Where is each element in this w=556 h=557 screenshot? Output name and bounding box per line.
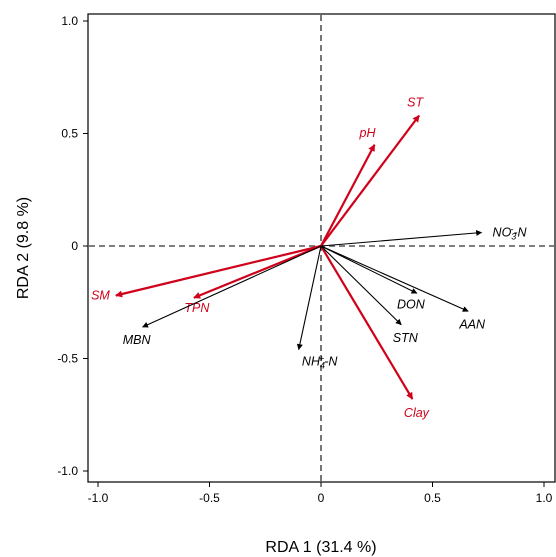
y-tick-label: 0 — [71, 239, 78, 253]
vector-arrow-st — [320, 114, 420, 247]
y-axis-title: RDA 2 (9.8 %) — [15, 197, 32, 299]
x-tick-label: -0.5 — [199, 491, 220, 505]
vector-label-st: ST — [407, 96, 424, 110]
vector-arrow-nh4-n — [296, 245, 322, 351]
vector-arrow-no3-n — [320, 229, 483, 247]
vector-label-stn: STN — [393, 331, 419, 345]
vector-arrow-don — [320, 245, 418, 294]
vector-arrow-clay — [320, 245, 414, 400]
vector-arrow-mbn — [142, 245, 322, 328]
vector-label-tpn: TPN — [184, 301, 210, 315]
vector-label-ph: pH — [359, 126, 377, 140]
vector-arrow-tpn — [193, 244, 322, 299]
vector-label-aan: AAN — [458, 317, 486, 331]
vector-label-don: DON — [397, 297, 426, 311]
vector-arrow-sm — [115, 244, 322, 298]
vector-arrow-ph — [320, 144, 376, 247]
vector-label-no3-n: NO3--N — [493, 224, 528, 241]
response-vectors: NO3--N DON AAN STN NH4+-N MBN — [123, 224, 528, 370]
vector-label-mbn: MBN — [123, 333, 152, 347]
x-axis-title: RDA 1 (31.4 %) — [265, 539, 376, 556]
x-tick-label: 0.5 — [424, 491, 441, 505]
vector-arrow-stn — [320, 245, 402, 326]
x-tick-label: 0 — [318, 491, 325, 505]
vector-label-sm: SM — [91, 289, 110, 303]
vector-arrow-aan — [320, 245, 469, 312]
x-tick-label: 1.0 — [536, 491, 553, 505]
y-tick-label: -0.5 — [57, 352, 78, 366]
environmental-vectors: ST pH SM TPN Clay — [91, 96, 430, 421]
vector-label-clay: Clay — [404, 406, 430, 420]
y-tick-label: 1.0 — [61, 14, 78, 28]
y-tick-label: 0.5 — [61, 127, 78, 141]
x-tick-label: -1.0 — [88, 491, 109, 505]
y-tick-label: -1.0 — [57, 464, 78, 478]
vector-label-nh4-n: NH4+-N — [302, 353, 339, 370]
axis-ticks: -1.0 -0.5 0 0.5 1.0 1.0 0.5 0 -0.5 -1.0 — [57, 14, 552, 505]
biplot-vectors: ST pH SM TPN Clay NO3--N DON AAN STN NH4+-N MBN — [91, 96, 527, 421]
